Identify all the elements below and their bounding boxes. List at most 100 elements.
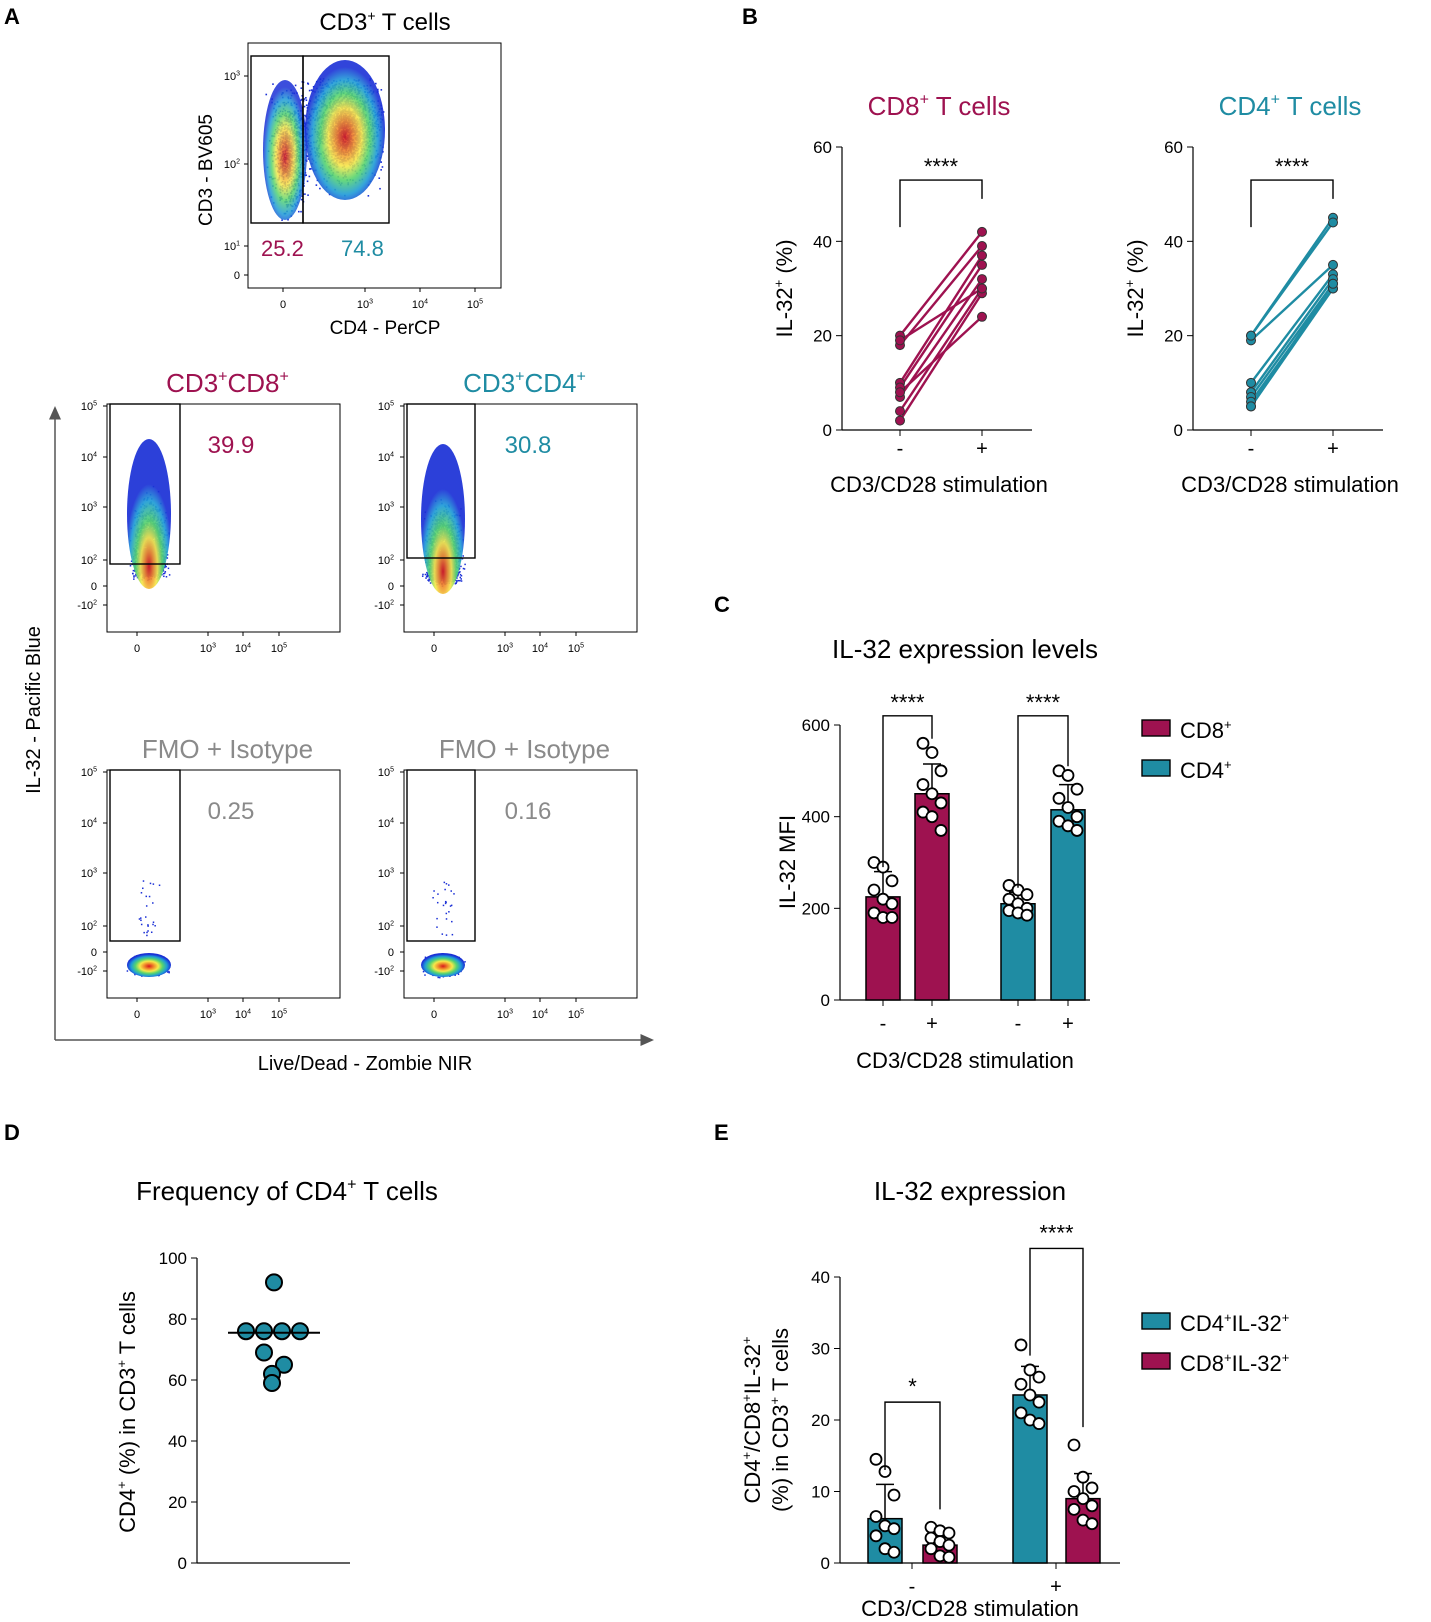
event-dot	[300, 98, 303, 101]
event-dot	[132, 572, 134, 575]
event-dot	[301, 95, 304, 97]
event-dot	[305, 99, 308, 102]
event-dot	[310, 168, 312, 170]
top-plot-y-label: CD3 - BV605	[196, 114, 217, 226]
event-dot	[376, 88, 379, 91]
event-dot	[133, 576, 135, 578]
event-dot	[306, 180, 309, 183]
top-plot-y-tick: 103	[224, 71, 240, 83]
top-plot-title: CD3+ T cells	[319, 7, 450, 36]
flow-plot-frame	[106, 403, 341, 633]
event-dot	[300, 87, 303, 89]
population-cd8	[263, 80, 307, 220]
top-plot-x-tick: 103	[357, 299, 373, 311]
event-dot	[306, 155, 309, 158]
top-plot-density	[263, 60, 385, 221]
event-dot	[164, 565, 167, 567]
gate-value-cd4: 74.8	[341, 236, 384, 261]
flow-plot-title: CD3+CD8+	[166, 368, 289, 398]
event-dot	[135, 575, 137, 577]
event-dot	[307, 158, 310, 160]
event-dot	[379, 187, 381, 190]
population-cd4	[305, 60, 385, 200]
event-dot	[304, 193, 306, 195]
event-dot	[300, 99, 302, 102]
top-plot-y-tick: 102	[224, 159, 240, 171]
top-plot-x-label: CD4 - PerCP	[330, 318, 441, 339]
event-dot	[165, 576, 168, 578]
event-dot	[129, 565, 132, 567]
il32-gate	[109, 403, 181, 565]
gate-value-cd8: 25.2	[261, 236, 304, 261]
flow-y-tick: 103	[81, 502, 97, 514]
event-dot	[305, 174, 307, 177]
top-plot-frame	[247, 42, 502, 289]
event-dot	[168, 574, 171, 576]
event-dot	[380, 161, 383, 163]
event-dot	[133, 578, 135, 580]
event-dot	[305, 104, 308, 107]
il32-axis-label: IL-32 - Pacific Blue	[23, 626, 45, 794]
event-dot	[380, 169, 382, 171]
event-dot	[167, 567, 170, 570]
event-dot	[319, 187, 321, 190]
event-dot	[133, 575, 135, 577]
event-dot	[300, 210, 302, 213]
gate-percentage: 39.9	[208, 432, 255, 459]
event-dot	[303, 105, 306, 108]
event-dot	[300, 198, 303, 201]
event-dot	[301, 195, 304, 197]
event-dot	[164, 571, 167, 573]
event-dot	[163, 572, 166, 575]
event-dot	[163, 566, 166, 569]
event-dot	[305, 97, 307, 99]
event-dot	[303, 98, 306, 100]
event-dot	[307, 194, 309, 196]
event-dot	[132, 569, 135, 572]
event-dot	[272, 83, 274, 85]
event-dot	[265, 93, 268, 96]
event-dot	[303, 185, 305, 187]
event-dot	[163, 575, 165, 578]
panel-a: CD3+ T cells 25.2 74.8 CD3 - BV605 CD4 - Per…	[23, 7, 654, 1075]
event-dot	[287, 218, 289, 221]
top-plot-x-tick: 104	[412, 299, 428, 311]
event-dot	[315, 184, 318, 186]
flow-y-tick: -102	[77, 600, 97, 612]
flow-y-tick: 105	[81, 401, 97, 413]
event-dot	[130, 560, 133, 562]
event-dot	[135, 573, 137, 576]
event-dot	[381, 166, 384, 168]
event-dot	[298, 210, 300, 213]
event-dot	[162, 572, 165, 575]
gate-cd4	[302, 55, 390, 224]
flow-x-tick: 105	[271, 643, 287, 655]
flow-plot-title: CD3+CD4+	[463, 368, 586, 398]
live-dead-axis-label: Live/Dead - Zombie NIR	[258, 1053, 473, 1075]
event-dot	[460, 565, 462, 568]
event-dot	[304, 114, 306, 117]
event-dot	[378, 177, 381, 179]
flow-y-tick: 102	[81, 555, 97, 567]
flow-x-tick: 103	[200, 643, 216, 655]
top-plot-y-tick: 0	[234, 270, 240, 282]
flow-y-tick: 104	[81, 452, 97, 464]
event-dot	[165, 565, 167, 568]
flow-x-tick: 0	[134, 643, 140, 655]
event-dot	[308, 89, 311, 92]
event-dot	[308, 168, 311, 170]
event-dot	[281, 219, 283, 221]
event-dot	[380, 89, 383, 91]
event-dot	[162, 569, 165, 572]
event-dot	[294, 84, 297, 87]
population-blob	[127, 439, 171, 589]
event-dot	[308, 175, 311, 178]
event-dot	[307, 83, 310, 85]
flow-plot-frame	[403, 403, 638, 633]
event-dot	[310, 89, 313, 91]
event-dot	[375, 82, 377, 85]
top-plot-y-tick: 101	[224, 241, 240, 253]
top-plot-x-tick: 0	[280, 299, 286, 311]
